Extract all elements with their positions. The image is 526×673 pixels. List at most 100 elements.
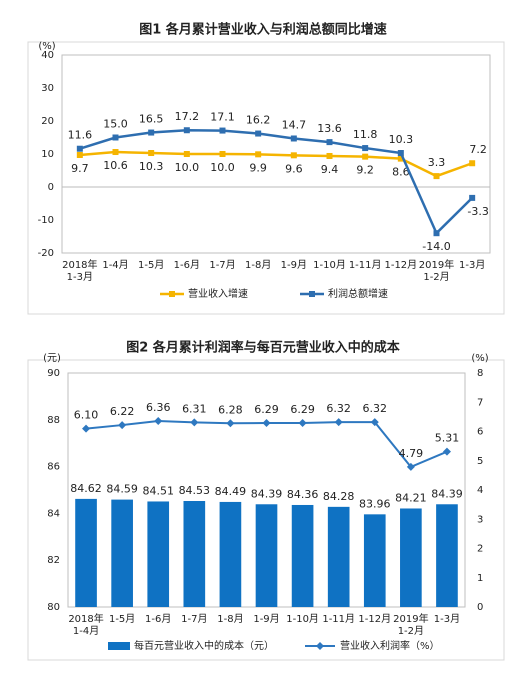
value-label: 11.6 [68,129,93,142]
marker [118,421,127,430]
value-label: 16.2 [246,114,271,127]
marker [326,139,333,146]
marker [219,151,226,157]
marker [226,419,235,428]
value-label: 84.51 [142,484,174,497]
bar [75,498,97,607]
value-label: 84.59 [106,483,138,496]
line [85,419,448,469]
value-label: 84.53 [179,484,211,497]
value-label: 84.62 [70,482,102,495]
value-label: 6.29 [290,403,315,416]
value-label: 84.39 [431,487,463,500]
marker [219,127,226,134]
marker [362,153,369,160]
y2-tick-label: 2 [477,544,483,555]
value-label: -3.3 [467,205,488,218]
value-label: 5.31 [435,432,460,445]
y2-tick-label: 7 [477,397,483,408]
y2-axis-label: (%) [471,353,488,364]
marker [442,447,451,456]
y2-tick-label: 3 [477,514,483,525]
x-tick-label: 1-6月 [174,259,200,271]
bar [400,508,422,607]
y-tick-label: 0 [48,182,54,193]
bar [183,500,206,607]
y2-tick-label: 0 [477,602,483,613]
plot-area [61,54,491,254]
chart-title: 图1 各月累计营业收入与利润总额同比增速 [139,22,387,38]
x-tick-label: 1-8月 [217,613,243,625]
marker [397,155,404,162]
marker [112,149,119,156]
x-tick-label: 2018年 1-4月 [68,612,103,637]
y-tick-label: 90 [47,368,60,379]
x-tick-label: 1-10月 [286,613,319,625]
marker [290,152,297,159]
marker [183,151,190,157]
bar [147,501,170,607]
y-tick-label: 88 [47,415,60,426]
value-label: 10.0 [210,161,235,174]
value-label: 84.49 [215,485,247,498]
y-tick-label: 80 [47,602,60,613]
x-tick-label: 1-11月 [349,259,382,271]
value-label: 8.6 [392,166,410,179]
line [79,128,474,236]
marker [326,152,333,159]
x-tick-label: 1-9月 [281,259,307,271]
x-tick-label: 2019年 1-2月 [419,258,454,283]
marker [334,418,343,427]
value-label: 10.3 [389,133,414,146]
legend-label: 营业收入利润率（%） [340,639,440,652]
bar [291,504,314,607]
y2-tick-label: 8 [477,368,483,379]
bar [436,504,458,607]
marker [76,145,83,152]
value-label: 6.32 [326,402,351,415]
value-label: 9.6 [285,162,303,175]
x-tick-label: 1-9月 [253,613,279,625]
value-label: 10.6 [103,159,128,172]
value-label: 7.2 [469,143,487,156]
value-label: 6.10 [74,409,99,422]
x-tick-label: 1-12月 [384,259,417,271]
value-label: 10.3 [139,160,164,173]
value-label: 84.28 [323,490,355,503]
value-label: 15.0 [103,118,128,131]
value-label: 9.4 [321,163,339,176]
x-tick-label: 1-3月 [434,613,460,625]
y-axis-label: (%) [38,41,55,52]
legend-swatch [108,642,130,650]
x-tick-label: 1-7月 [209,259,235,271]
legend-label: 每百元营业收入中的成本（元） [134,639,274,652]
marker [148,129,155,136]
y2-tick-label: 5 [477,456,483,467]
y-tick-label: 10 [41,149,54,160]
value-label: 9.2 [356,164,374,177]
marker [433,230,440,237]
marker [290,135,297,142]
value-label: 17.2 [175,110,200,123]
value-label: 11.8 [353,128,378,141]
y-tick-label: 82 [47,555,60,566]
x-tick-label: 1-6月 [145,613,171,625]
x-tick-label: 1-7月 [181,613,207,625]
y-tick-label: 84 [47,508,60,519]
value-label: 10.0 [175,161,200,174]
marker [397,150,404,157]
legend-marker [169,291,175,297]
x-tick-label: 1-12月 [358,613,391,625]
legend-marker [316,642,324,650]
value-label: 84.36 [287,488,319,501]
legend-label: 利润总额增速 [328,287,388,300]
y-tick-label: 30 [41,83,54,94]
value-label: 9.7 [71,162,89,175]
y-tick-label: 40 [41,50,54,61]
bar [327,506,350,607]
value-label: 83.96 [359,497,391,510]
value-label: 9.9 [249,161,267,174]
value-label: 13.6 [317,122,342,135]
marker [406,462,415,471]
